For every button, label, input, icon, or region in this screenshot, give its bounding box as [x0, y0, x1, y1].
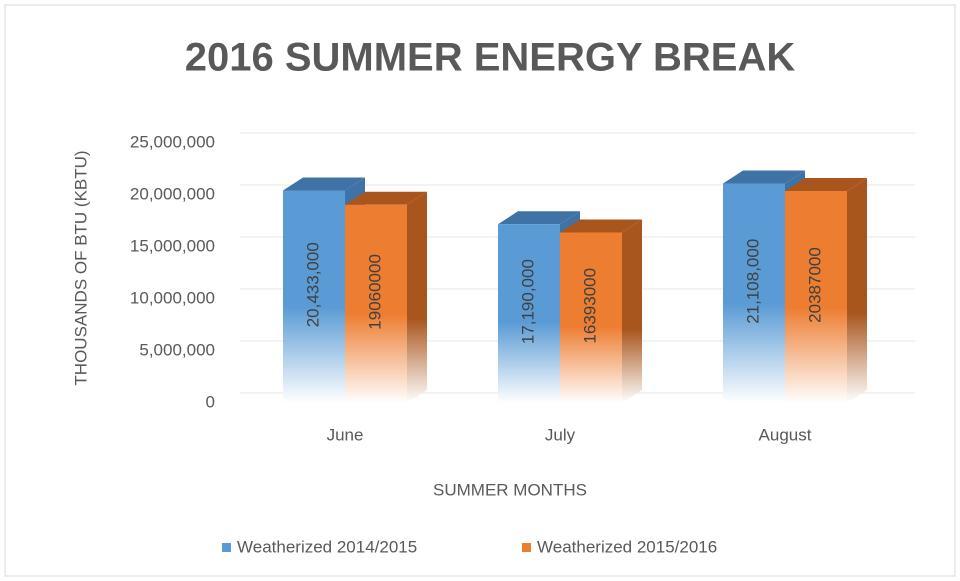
bar-top — [723, 170, 805, 184]
bar-top — [283, 177, 365, 191]
data-label: 17,190,000 — [518, 259, 537, 344]
y-tick-label: 5,000,000 — [139, 340, 215, 359]
bar-top — [345, 191, 427, 205]
x-tick-label: August — [759, 425, 812, 444]
y-tick-label: 20,000,000 — [130, 184, 215, 203]
x-axis-title: SUMMER MONTHS — [433, 480, 587, 499]
bar — [723, 183, 785, 403]
y-tick-label: 15,000,000 — [130, 236, 215, 255]
bar-top — [560, 219, 642, 233]
bar — [345, 204, 407, 403]
bar-top — [785, 177, 867, 191]
data-label: 21,108,000 — [743, 239, 762, 324]
data-label: 16393000 — [580, 268, 599, 344]
bar — [560, 232, 622, 403]
x-tick-label: July — [545, 425, 576, 444]
y-axis-title: THOUSANDS OF BTU (KBTU) — [71, 150, 90, 385]
data-label: 19060000 — [365, 254, 384, 330]
x-tick-label: June — [327, 425, 364, 444]
y-tick-label: 10,000,000 — [130, 288, 215, 307]
bar-side — [622, 219, 642, 403]
bar — [283, 190, 345, 403]
bar-top — [498, 211, 580, 225]
data-label: 20387000 — [805, 247, 824, 323]
legend-swatch — [522, 543, 531, 552]
y-tick-label: 25,000,000 — [130, 132, 215, 151]
data-label: 20,433,000 — [303, 242, 322, 327]
legend-label: Weatherized 2015/2016 — [537, 537, 717, 556]
bar-side — [407, 191, 427, 403]
chart-title: 2016 SUMMER ENERGY BREAK — [185, 36, 796, 80]
legend-label: Weatherized 2014/2015 — [237, 537, 417, 556]
bar-side — [847, 177, 867, 403]
bar — [785, 190, 847, 403]
y-tick-label: 0 — [206, 392, 215, 411]
legend-swatch — [222, 543, 231, 552]
bar — [498, 224, 560, 403]
